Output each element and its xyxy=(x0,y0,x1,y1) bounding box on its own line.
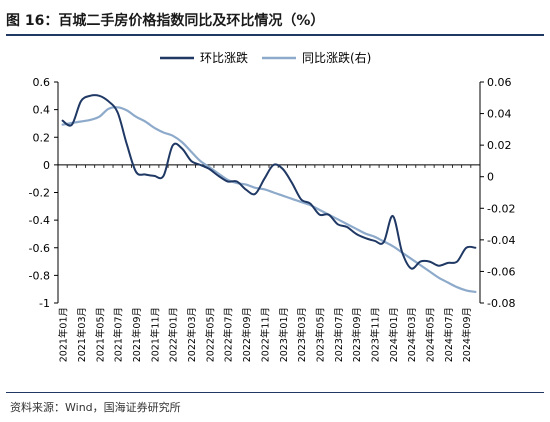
y-right-tick-label: 0 xyxy=(487,171,494,184)
x-tick-label: 2023年01月 xyxy=(278,307,290,362)
x-tick-label: 2021年09月 xyxy=(131,307,143,362)
y-right-tick-label: 0.06 xyxy=(487,76,512,89)
chart-series-lines xyxy=(61,94,477,293)
y-right-tick-label: -0.08 xyxy=(487,297,515,310)
x-tick-label: 2023年05月 xyxy=(314,307,326,362)
x-tick-label: 2024年05月 xyxy=(425,307,437,362)
chart-legend: 环比涨跌 同比涨跌(右) xyxy=(160,50,371,65)
x-tick-label: 2024年03月 xyxy=(406,307,418,362)
x-tick-label: 2021年11月 xyxy=(149,307,161,362)
y-right-tick-label: -0.06 xyxy=(487,265,515,278)
x-tick-label: 2022年11月 xyxy=(259,307,271,362)
y-right-tick-label: -0.02 xyxy=(487,202,515,215)
x-tick-label: 2024年07月 xyxy=(443,307,455,362)
x-tick-label: 2023年11月 xyxy=(370,307,382,362)
x-tick-label: 2023年03月 xyxy=(296,307,308,362)
x-tick-label: 2024年01月 xyxy=(388,307,400,362)
x-tick-label: 2021年07月 xyxy=(113,307,125,362)
x-tick-label: 2022年05月 xyxy=(204,307,216,362)
line-chart: -1 -0.8 -0.6 -0.4 -0.2 0 0.2 0.4 0.6 -0.08 -0.06 -0… xyxy=(29,50,516,362)
y-left-tick-label: -0.6 xyxy=(29,242,50,255)
source-bar: 资料来源：Wind，国海证券研究所 xyxy=(6,392,544,419)
x-tick-label: 2022年09月 xyxy=(241,307,253,362)
y-right-tick-label: 0.02 xyxy=(487,139,512,152)
chart-area: -1 -0.8 -0.6 -0.4 -0.2 0 0.2 0.4 0.6 -0.08 -0.06 -0… xyxy=(0,36,550,391)
y-left-tick-label: -0.2 xyxy=(29,187,50,200)
x-tick-label: 2024年09月 xyxy=(461,307,473,362)
title-bar: 图 16：百城二手房价格指数同比及环比情况（%） xyxy=(6,4,544,36)
y-left-tick-label: -0.4 xyxy=(29,214,50,227)
y-right-tick-label: 0.04 xyxy=(487,108,512,121)
y-left-tick-label: 0.2 xyxy=(33,131,51,144)
y-left-tick-label: 0.6 xyxy=(33,76,51,89)
x-tick-label: 2021年05月 xyxy=(94,307,106,362)
series-line-yoy xyxy=(61,106,477,293)
x-tick-label: 2021年01月 xyxy=(58,307,70,362)
x-tick-label: 2022年07月 xyxy=(223,307,235,362)
x-tick-label: 2022年03月 xyxy=(186,307,198,362)
x-tick-label: 2023年09月 xyxy=(351,307,363,362)
y-right-tick-label: -0.04 xyxy=(487,234,515,247)
legend-item-yoy-label: 同比涨跌(右) xyxy=(302,50,371,65)
series-line-mom xyxy=(61,94,477,270)
y-left-tick-label: -0.8 xyxy=(29,269,50,282)
x-tick-label: 2023年07月 xyxy=(333,307,345,362)
y-left-tick-label: 0.4 xyxy=(33,104,51,117)
legend-item-mom-label: 环比涨跌 xyxy=(200,50,248,65)
figure-title: 图 16：百城二手房价格指数同比及环比情况（%） xyxy=(6,13,325,29)
x-tick-label: 2021年03月 xyxy=(76,307,88,362)
y-left-tick-label: 0 xyxy=(43,159,50,172)
source-note: 资料来源：Wind，国海证券研究所 xyxy=(10,401,181,414)
y-left-tick-label: -1 xyxy=(39,297,50,310)
x-tick-label: 2022年01月 xyxy=(168,307,180,362)
chart-axes: -1 -0.8 -0.6 -0.4 -0.2 0 0.2 0.4 0.6 -0.08 -0.06 -0… xyxy=(29,76,516,362)
